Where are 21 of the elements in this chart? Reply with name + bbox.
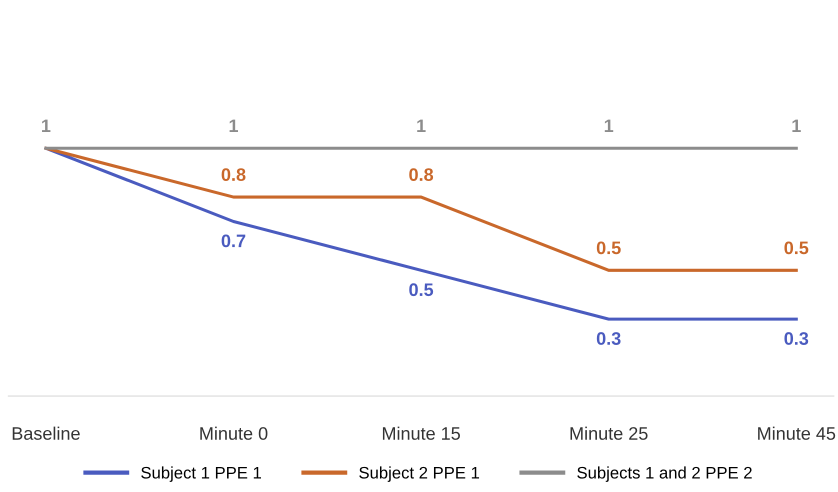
legend-label: Subject 2 PPE 1	[359, 466, 480, 482]
data-label: 0.5	[409, 283, 434, 296]
data-label: 1	[792, 120, 801, 132]
data-label: 0.3	[784, 332, 808, 345]
x-tick-label: Minute 45	[758, 426, 836, 440]
data-label: 1	[230, 120, 238, 132]
legend-label: Subjects 1 and 2 PPE 2	[577, 466, 752, 482]
data-label: 0.5	[596, 241, 621, 254]
data-label: 0.3	[596, 332, 621, 345]
data-label: 0.8	[222, 168, 246, 182]
data-label: 0.8	[409, 168, 434, 182]
x-tick-label: Minute 0	[200, 426, 268, 440]
data-label: 0.7	[222, 234, 246, 248]
x-tick-label: Minute 15	[382, 426, 460, 440]
x-tick-label: Baseline	[12, 426, 80, 440]
x-tick-label: Minute 25	[570, 426, 648, 440]
data-label: 1	[42, 120, 50, 132]
data-label: 1	[417, 120, 426, 132]
legend-label: Subject 1 PPE 1	[141, 466, 262, 482]
data-label: 0.5	[784, 241, 808, 254]
data-label: 1	[604, 120, 614, 132]
